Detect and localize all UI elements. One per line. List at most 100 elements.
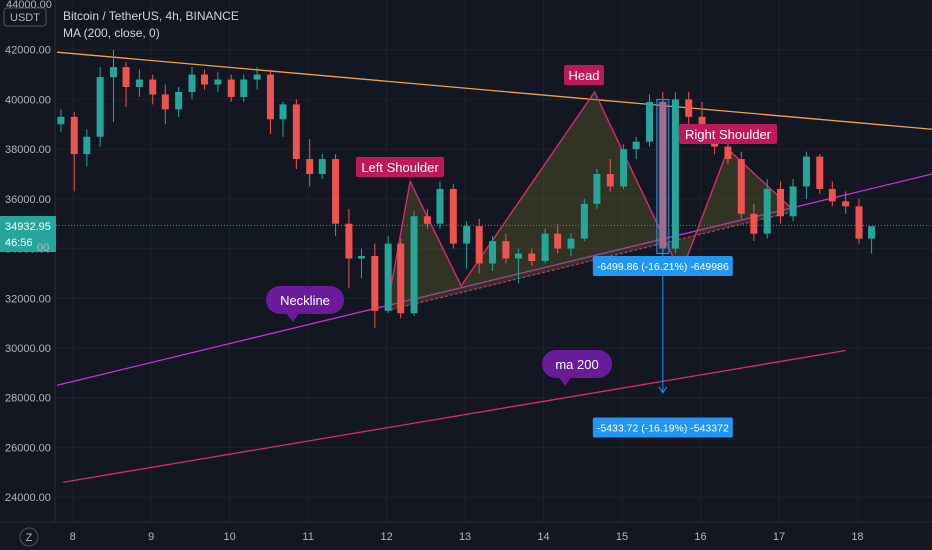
candle — [371, 243, 379, 329]
candle-body — [514, 253, 522, 259]
time-axis[interactable]: 8 9 10 11 12 13 14 15 16 17 18 — [70, 531, 864, 543]
candle — [475, 218, 483, 274]
candle — [83, 129, 91, 167]
neckline-label[interactable]: Neckline — [266, 286, 344, 322]
candle-body — [96, 77, 104, 137]
price-tick-label: 36000.00 — [5, 194, 51, 206]
candle — [567, 233, 575, 257]
candle-body — [554, 233, 562, 249]
neckline-label-text: Neckline — [280, 293, 330, 308]
candle-body — [397, 243, 405, 314]
candle-body — [175, 91, 183, 110]
price-tick-label: 26000.00 — [5, 442, 51, 454]
candle-body — [737, 159, 745, 214]
candle — [554, 223, 562, 254]
candle-body — [306, 159, 314, 174]
candle — [828, 181, 836, 207]
candle — [645, 94, 653, 147]
resistance-line[interactable] — [56, 51, 932, 130]
measure-box-1[interactable] — [592, 255, 733, 276]
ma200-label-tail — [558, 376, 572, 386]
measure-tool[interactable]: -6499.86 (-16.21%) -649986 -5433.72 (-16.… — [592, 98, 733, 438]
left-shoulder-label[interactable]: Left Shoulder — [356, 157, 444, 177]
candle-body — [750, 213, 758, 234]
price-tick-label: 42000.00 — [5, 45, 51, 57]
right-shoulder-label-text: Right Shoulder — [685, 127, 772, 142]
candle — [292, 99, 300, 170]
candle — [110, 49, 118, 122]
candle — [201, 69, 209, 90]
candle-body — [266, 74, 274, 120]
left-shoulder-label-text: Left Shoulder — [361, 160, 439, 175]
candle-body — [645, 101, 653, 142]
candle-body — [593, 174, 601, 204]
candle-body — [240, 79, 248, 97]
pattern-base — [386, 210, 795, 312]
candle-body — [122, 67, 130, 87]
candle — [436, 181, 444, 229]
candle — [96, 67, 104, 147]
candle — [253, 67, 261, 90]
candle — [214, 72, 222, 92]
candle — [149, 74, 157, 105]
candle — [279, 101, 287, 137]
currency-button[interactable] — [3, 7, 47, 27]
candle-body — [802, 156, 810, 187]
candle — [802, 151, 810, 199]
candle — [357, 248, 365, 279]
candle-body — [463, 226, 471, 244]
candle-body — [620, 149, 628, 187]
time-tick-label: 13 — [459, 531, 471, 543]
candle-body — [449, 188, 457, 244]
candle — [449, 183, 457, 249]
candle — [175, 87, 183, 117]
candle — [502, 233, 510, 264]
ma200-label[interactable]: ma 200 — [542, 350, 612, 386]
chart-title: Bitcoin / TetherUS, 4h, BINANCE — [63, 9, 239, 23]
head-label[interactable]: Head — [564, 65, 604, 85]
candle-body — [567, 238, 575, 249]
trend-lines[interactable] — [56, 51, 932, 483]
time-tick-label: 16 — [694, 531, 706, 543]
timezone-button[interactable] — [19, 527, 39, 547]
candle — [541, 228, 549, 264]
time-tick-label: 8 — [70, 531, 76, 543]
candle-body — [763, 188, 771, 234]
price-axis[interactable]: 24000.00 26000.00 28000.00 30000.00 32000.00… — [5, 45, 51, 504]
measure-box-2-text: -5433.72 (-16.19%) -543372 — [597, 423, 729, 435]
candle — [671, 91, 679, 254]
candle-body — [842, 201, 850, 207]
candle — [842, 191, 850, 214]
candle — [240, 74, 248, 102]
candlesticks — [57, 49, 876, 329]
candle — [777, 181, 785, 224]
measure-box-2[interactable] — [592, 417, 733, 438]
pattern-fill — [386, 91, 795, 311]
candle-body — [777, 188, 785, 217]
right-shoulder-label[interactable]: Right Shoulder — [679, 124, 777, 144]
candle — [606, 159, 614, 192]
measure-box-1-text: -6499.86 (-16.21%) -649986 — [597, 261, 729, 273]
time-tick-label: 11 — [302, 531, 313, 543]
candle-body — [632, 141, 640, 150]
left-shoulder-label-box — [356, 157, 444, 177]
ma200-label-text: ma 200 — [555, 357, 598, 372]
candle — [593, 169, 601, 209]
indicator-legend[interactable]: MA (200, close, 0) — [63, 26, 160, 40]
ma200-label-bubble — [542, 350, 612, 378]
last-price-badge — [0, 216, 56, 252]
candle — [423, 208, 431, 229]
candle — [763, 178, 771, 239]
candle-body — [188, 74, 196, 92]
time-tick-label: 17 — [773, 531, 785, 543]
annotation-labels[interactable]: Left Shoulder Head Right Shoulder Neckline m… — [266, 65, 777, 386]
candle — [789, 178, 797, 222]
candle-body — [384, 243, 392, 311]
ma200-line[interactable] — [63, 349, 846, 483]
candle-body — [161, 94, 169, 110]
candle-body — [489, 241, 497, 264]
neckline-line[interactable] — [56, 173, 932, 386]
candle-body — [110, 67, 118, 78]
candle-body — [253, 74, 261, 80]
